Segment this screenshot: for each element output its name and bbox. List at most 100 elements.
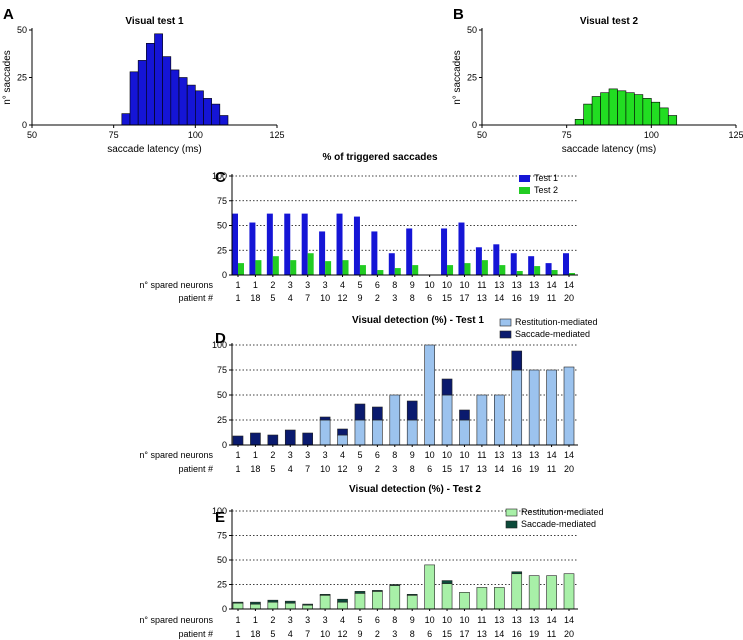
x-tick-label-neurons: 13 bbox=[512, 450, 522, 460]
legend-entry: Saccade-mediated bbox=[521, 519, 596, 529]
bar-test-1 bbox=[319, 231, 326, 275]
x-tick-label-neurons: 10 bbox=[459, 280, 469, 290]
bar-saccade bbox=[337, 598, 348, 603]
x-tick-label-neurons: 3 bbox=[288, 450, 293, 460]
histogram-bar bbox=[642, 98, 652, 126]
panel-label-b: B bbox=[453, 6, 464, 23]
x-tick-label-neurons: 9 bbox=[410, 280, 415, 290]
bar-restitution bbox=[546, 369, 557, 446]
x-tick-label-neurons: 1 bbox=[235, 450, 240, 460]
x-tick-label-neurons: 11 bbox=[477, 280, 486, 290]
histogram-bar bbox=[146, 42, 155, 126]
x-tick-label-neurons: 5 bbox=[357, 280, 362, 290]
x-tick-label-patient: 16 bbox=[512, 629, 522, 639]
bar-test-1 bbox=[458, 222, 465, 275]
y-tick-label: 75 bbox=[217, 531, 227, 541]
x-tick-label-patient: 13 bbox=[477, 464, 487, 474]
x-tick-label-patient: 12 bbox=[338, 293, 348, 303]
x-tick-label-neurons: 10 bbox=[442, 450, 452, 460]
x-tick-label-patient: 13 bbox=[477, 629, 487, 639]
bar-saccade bbox=[267, 434, 279, 446]
x-tick-label-patient: 16 bbox=[512, 464, 522, 474]
x-tick-label-neurons: 13 bbox=[512, 280, 522, 290]
bar-restitution bbox=[476, 587, 488, 610]
panel-label-e: E bbox=[215, 509, 225, 526]
y-tick-label: 0 bbox=[22, 120, 27, 130]
bar-test-2 bbox=[342, 260, 349, 275]
x-tick-label-neurons: 10 bbox=[425, 450, 435, 460]
y-axis-label: n° saccades bbox=[2, 50, 13, 105]
legend-entry: Restitution-mediated bbox=[521, 507, 604, 517]
y-tick-label: 0 bbox=[222, 270, 227, 280]
bar-saccade bbox=[389, 584, 401, 586]
y-tick-label: 25 bbox=[467, 73, 477, 83]
x-tick-label-neurons: 14 bbox=[564, 450, 574, 460]
bar-restitution bbox=[424, 344, 435, 446]
y-tick-label: 0 bbox=[222, 440, 227, 450]
bar-test-2 bbox=[516, 271, 523, 275]
bar-saccade bbox=[232, 601, 244, 604]
x-tick-label-patient: 9 bbox=[357, 464, 362, 474]
x-tick-label-patient: 10 bbox=[320, 293, 330, 303]
bar-saccade bbox=[319, 593, 331, 596]
bar-test-1 bbox=[528, 256, 535, 275]
bar-test-2 bbox=[255, 260, 262, 275]
x-tick-label: 100 bbox=[644, 130, 659, 140]
x-tick-label-neurons: 1 bbox=[253, 450, 258, 460]
x-tick-label-neurons: 2 bbox=[270, 450, 275, 460]
panel-title: Visual detection (%) - Test 1 bbox=[352, 315, 484, 326]
bar-saccade bbox=[372, 406, 383, 421]
x-tick-label-patient: 4 bbox=[288, 629, 293, 639]
x-tick-label: 50 bbox=[477, 130, 487, 140]
bar-restitution bbox=[563, 366, 575, 446]
bar-test-1 bbox=[371, 231, 378, 275]
x-tick-label-patient: 12 bbox=[338, 464, 348, 474]
legend-swatch bbox=[499, 318, 512, 327]
bar-restitution bbox=[406, 594, 418, 610]
x-tick-label-neurons: 4 bbox=[340, 280, 345, 290]
x-tick-label: 100 bbox=[188, 130, 203, 140]
x-tick-label-patient: 4 bbox=[288, 293, 293, 303]
y-tick-label: 25 bbox=[17, 73, 27, 83]
row-label-spared-neurons: n° spared neurons bbox=[139, 280, 213, 290]
bar-test-1 bbox=[545, 263, 552, 275]
bar-saccade bbox=[284, 429, 296, 446]
y-tick-label: 25 bbox=[217, 245, 227, 255]
histogram-bar bbox=[137, 60, 147, 126]
x-tick-label-patient: 10 bbox=[320, 464, 330, 474]
y-tick-label: 0 bbox=[472, 120, 477, 130]
row-label-patient: patient # bbox=[178, 629, 213, 639]
x-tick-label-neurons: 10 bbox=[459, 450, 469, 460]
x-tick-label-patient: 1 bbox=[235, 629, 240, 639]
panel-title: Visual detection (%) - Test 2 bbox=[349, 484, 481, 495]
bar-test-1 bbox=[284, 213, 291, 275]
panel-label-a: A bbox=[3, 6, 14, 23]
x-tick-label-neurons: 9 bbox=[410, 450, 415, 460]
x-tick-label-neurons: 6 bbox=[375, 450, 380, 460]
histogram-bar bbox=[651, 101, 661, 126]
bar-saccade bbox=[511, 571, 523, 575]
bar-saccade bbox=[284, 600, 296, 604]
panel-label-c: C bbox=[215, 169, 226, 186]
histogram-bar bbox=[667, 115, 678, 126]
x-tick-label-neurons: 4 bbox=[340, 450, 345, 460]
x-tick-label-neurons: 11 bbox=[477, 615, 486, 625]
row-label-spared-neurons: n° spared neurons bbox=[139, 615, 213, 625]
x-tick-label-patient: 2 bbox=[375, 464, 380, 474]
x-tick-label-neurons: 3 bbox=[323, 280, 328, 290]
bar-saccade bbox=[232, 435, 244, 446]
bar-restitution bbox=[476, 394, 488, 446]
bar-restitution bbox=[406, 419, 418, 446]
histogram-bar bbox=[170, 69, 180, 126]
x-tick-label-neurons: 1 bbox=[235, 280, 240, 290]
bar-restitution bbox=[389, 394, 401, 446]
bar-saccade bbox=[441, 580, 453, 584]
y-tick-label: 50 bbox=[217, 555, 227, 565]
histogram-bar bbox=[211, 103, 221, 126]
x-tick-label-patient: 17 bbox=[459, 293, 469, 303]
bar-test-2 bbox=[412, 265, 419, 275]
x-tick-label-neurons: 11 bbox=[477, 450, 486, 460]
legend-entry: Test 1 bbox=[534, 173, 558, 183]
x-tick-label-neurons: 3 bbox=[323, 615, 328, 625]
x-tick-label-neurons: 10 bbox=[442, 615, 452, 625]
